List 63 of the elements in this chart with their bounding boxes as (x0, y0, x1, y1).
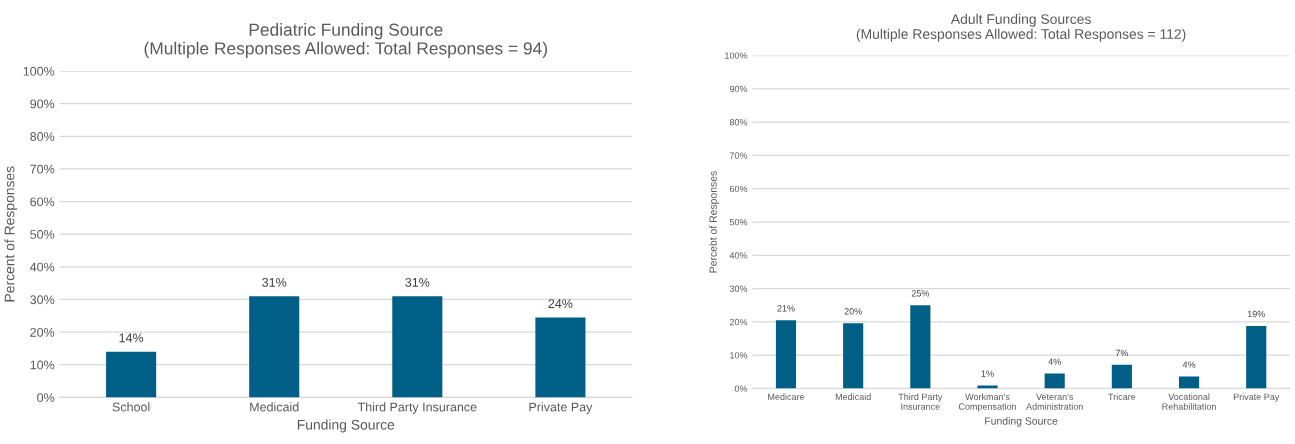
chart-title: Adult Funding Sources (Multiple Responses Allowed: Total Responses = 112) (856, 13, 1186, 42)
y-tick-label: 50% (729, 218, 748, 226)
bar (249, 296, 300, 398)
bar (1111, 364, 1132, 389)
y-tick-label: 40% (729, 252, 748, 259)
y-tick-label: 10% (730, 352, 748, 359)
y-tick-label: 90% (30, 99, 55, 109)
x-tick-label: Tricare (1108, 393, 1136, 400)
bar (843, 323, 864, 389)
x-tick-label: Third Party Insurance (357, 402, 477, 414)
bar (1246, 325, 1267, 389)
bar (535, 317, 586, 398)
y-tick-label: 60% (30, 197, 55, 207)
x-tick-label: Private Pay (1233, 393, 1280, 402)
y-tick-label: 40% (29, 262, 55, 272)
bar (910, 305, 931, 389)
data-label: 4% (1182, 361, 1196, 368)
y-tick-label: 100% (23, 66, 55, 76)
x-tick-label: Private Pay (529, 402, 593, 414)
x-tick-label: Third Party Insurance (898, 393, 943, 410)
y-tick-label: 20% (30, 327, 55, 337)
y-tick-label: 80% (729, 119, 748, 126)
y-tick-label: 70% (30, 164, 55, 174)
y-tick-label: 30% (30, 295, 55, 305)
y-axis-title: Percent of Responses (4, 166, 18, 302)
y-tick-label: 0% (37, 393, 55, 403)
bar (392, 296, 443, 398)
x-tick-label: Medicaid (250, 402, 299, 412)
data-label: 1% (981, 370, 994, 377)
x-tick-label: Medicare (768, 393, 805, 400)
data-label: 31% (262, 277, 287, 287)
data-label: 19% (1247, 310, 1265, 318)
data-label: 25% (911, 290, 930, 297)
bar (775, 320, 797, 389)
chart-title: Pediatric Funding Source (Multiple Responses Allowed: Total Responses = 94) (144, 23, 547, 58)
x-tick-label: Vocational Rehabilitation (1162, 393, 1216, 410)
y-tick-label: 0% (734, 385, 748, 392)
y-tick-label: 50% (30, 230, 55, 239)
y-tick-label: 30% (729, 285, 748, 292)
bar (106, 351, 157, 398)
y-tick-label: 20% (729, 318, 748, 326)
y-tick-label: 10% (30, 360, 55, 370)
y-tick-label: 60% (729, 185, 748, 193)
data-label: 31% (405, 277, 430, 287)
bar (1044, 373, 1065, 389)
y-tick-label: 90% (729, 85, 748, 93)
x-tick-label: Workman's Compensation (958, 393, 1017, 412)
x-tick-label: School (112, 402, 150, 412)
x-tick-label: Medicaid (835, 393, 871, 400)
y-tick-label: 80% (30, 132, 55, 141)
x-axis-title: Funding Source (297, 419, 395, 433)
y-axis-title: Percebt of Responses (709, 171, 719, 273)
data-label: 7% (1115, 349, 1129, 357)
y-tick-label: 70% (729, 152, 748, 159)
data-label: 21% (777, 305, 795, 312)
y-tick-label: 100% (725, 52, 748, 59)
x-axis-title: Funding Source (985, 417, 1058, 427)
data-label: 4% (1048, 358, 1061, 365)
data-label: 20% (844, 308, 862, 315)
data-label: 24% (548, 299, 573, 308)
x-tick-label: Veteran's Administration (1026, 393, 1083, 410)
bar (1178, 376, 1200, 389)
data-label: 14% (119, 333, 144, 343)
